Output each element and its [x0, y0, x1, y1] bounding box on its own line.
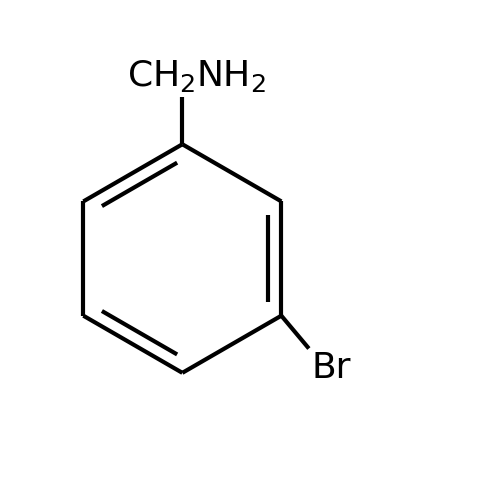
- Text: CH$_2$NH$_2$: CH$_2$NH$_2$: [127, 58, 266, 94]
- Text: Br: Br: [311, 351, 351, 385]
